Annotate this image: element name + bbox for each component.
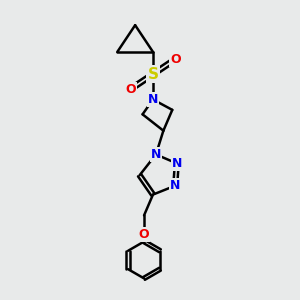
Text: O: O <box>125 82 136 96</box>
Text: N: N <box>151 148 161 161</box>
Text: O: O <box>139 228 149 241</box>
Text: O: O <box>170 53 181 66</box>
Text: N: N <box>172 157 182 170</box>
Text: N: N <box>148 93 158 106</box>
Text: S: S <box>148 67 158 82</box>
Text: N: N <box>170 179 181 192</box>
